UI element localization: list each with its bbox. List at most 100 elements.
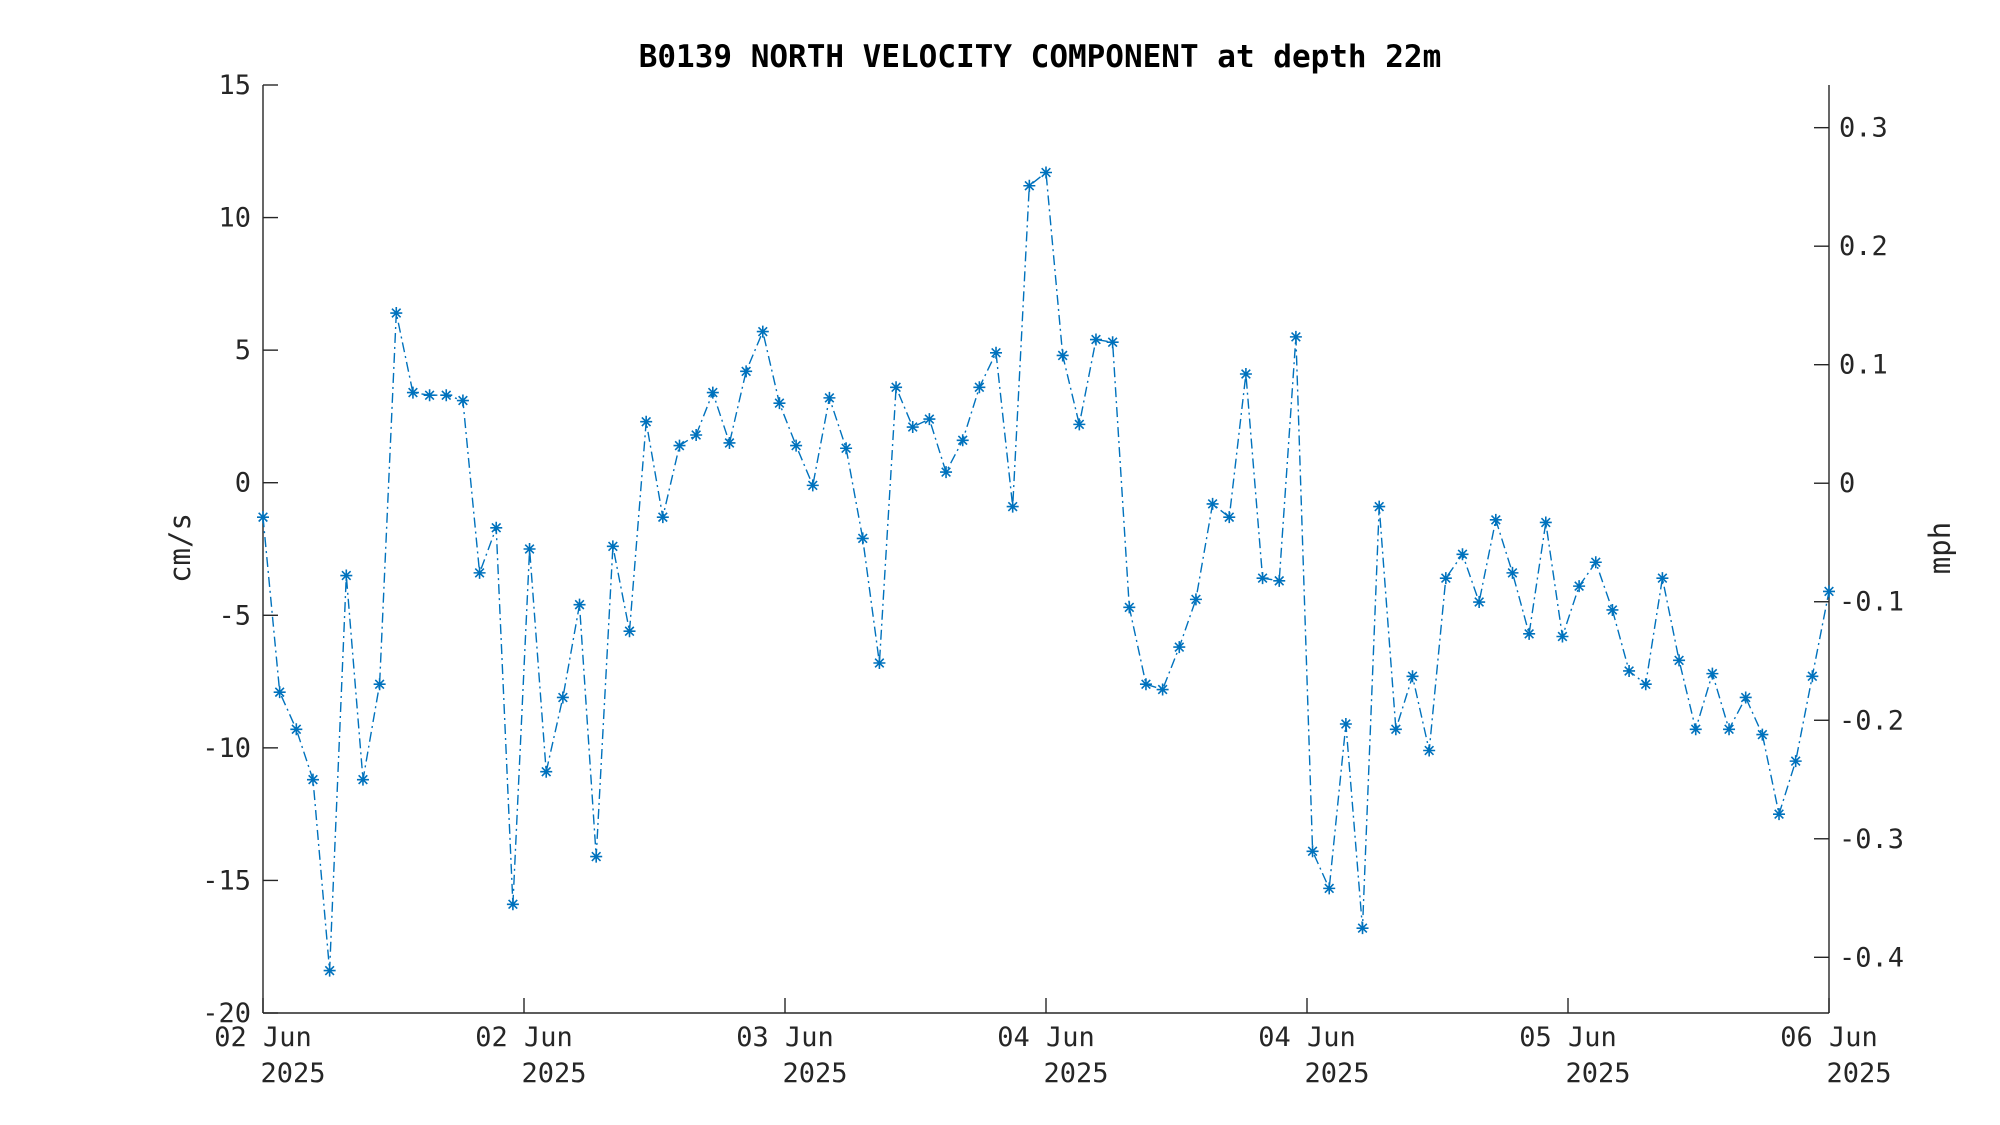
data-point [306, 773, 319, 786]
data-point [1623, 664, 1636, 677]
data-point [1506, 566, 1519, 579]
x-tick-label-year: 2025 [1565, 1058, 1630, 1089]
series-line [262, 171, 1830, 971]
data-point [1739, 691, 1752, 704]
data-point [1706, 667, 1719, 680]
x-tick-label-day: 06 Jun [1780, 1022, 1878, 1053]
data-point [1356, 922, 1369, 935]
data-point [1106, 336, 1119, 349]
data-point [523, 543, 536, 555]
data-point [640, 415, 653, 428]
x-tick-label-day: 04 Jun [997, 1022, 1095, 1053]
data-point [1206, 497, 1219, 510]
data-point [1806, 670, 1819, 683]
data-point [890, 381, 903, 394]
y-axis-label: cm/s [163, 513, 197, 583]
y2-tick-label: -0.3 [1839, 824, 1904, 855]
data-point [456, 394, 469, 407]
data-point [1339, 717, 1352, 730]
data-point [990, 346, 1003, 359]
data-point [1273, 574, 1286, 587]
x-tick-label-year: 2025 [521, 1058, 586, 1089]
data-point [1756, 728, 1769, 741]
data-point [473, 566, 486, 579]
data-point [1656, 572, 1669, 585]
data-point [723, 436, 736, 449]
data-point [1023, 179, 1036, 192]
data-point [373, 678, 386, 691]
data-point [257, 511, 269, 524]
data-point [823, 391, 836, 404]
data-point [1389, 723, 1402, 736]
y-tick-label: 0 [235, 468, 251, 499]
y2-tick-label: 0.2 [1839, 231, 1888, 262]
data-point [573, 598, 586, 611]
data-point [1673, 654, 1686, 667]
data-point [1040, 166, 1052, 179]
x-tick-label-year: 2025 [782, 1058, 847, 1089]
data-point [1189, 593, 1202, 606]
data-point [590, 850, 603, 863]
x-tick-label-year: 2025 [1043, 1058, 1108, 1089]
data-point [923, 413, 936, 426]
data-point [1139, 678, 1152, 691]
data-point [1639, 678, 1652, 691]
data-point [940, 466, 953, 479]
data-point [1056, 349, 1069, 362]
y2-tick-label: -0.1 [1839, 587, 1904, 618]
y-tick-label: 10 [218, 203, 251, 234]
y2-tick-label: -0.2 [1839, 705, 1904, 736]
data-point [1439, 572, 1452, 585]
data-point [1489, 513, 1502, 526]
data-point [1589, 556, 1602, 569]
x-tick-label-year: 2025 [1826, 1058, 1891, 1089]
data-point [1789, 755, 1802, 768]
y2-axis-ticks: 0.3 0.2 0.1 0 -0.1 -0.2 -0.3 -0.4 [1814, 113, 1904, 973]
data-point [1323, 882, 1336, 895]
data-point [840, 442, 853, 455]
data-point [1306, 845, 1319, 858]
data-point [1123, 601, 1136, 614]
y-tick-label: -5 [218, 600, 251, 631]
x-tick-label-year: 2025 [1304, 1058, 1369, 1089]
data-point [406, 386, 419, 399]
x-tick-label-year: 2025 [260, 1058, 325, 1089]
data-point [273, 686, 286, 699]
data-point [1823, 585, 1835, 598]
y2-tick-label: 0.3 [1839, 113, 1888, 144]
data-point [290, 723, 303, 736]
y2-axis-label: mph [1923, 522, 1957, 574]
y-tick-label: 5 [235, 335, 251, 366]
data-point [506, 898, 519, 911]
y-tick-label: -15 [202, 865, 251, 896]
data-point [1473, 596, 1486, 609]
data-point [790, 439, 803, 452]
data-point [1606, 603, 1619, 616]
data-point [1456, 548, 1469, 561]
data-point [706, 386, 719, 399]
x-tick-label-day: 02 Jun [214, 1022, 312, 1053]
data-point [1423, 744, 1436, 757]
data-point [623, 625, 636, 638]
data-point [1073, 418, 1086, 431]
data-point [1373, 500, 1386, 513]
data-point [740, 365, 753, 378]
data-point [540, 765, 553, 778]
x-axis-ticks: 02 Jun 2025 02 Jun 2025 03 Jun 2025 04 Jun 2025… [214, 998, 1892, 1089]
data-point [1556, 630, 1569, 643]
series-north-velocity [257, 166, 1835, 977]
y-axis-ticks: 15 10 5 0 -5 -10 -15 -20 [202, 70, 278, 1029]
data-point [656, 511, 669, 524]
data-point [956, 434, 969, 447]
x-tick-label-day: 05 Jun [1519, 1022, 1617, 1053]
data-point [1573, 580, 1586, 593]
y-tick-label: -10 [202, 733, 251, 764]
data-point [1539, 516, 1552, 529]
data-point [1239, 368, 1252, 381]
data-point [356, 773, 369, 786]
data-point [440, 389, 453, 402]
data-point [1223, 511, 1236, 524]
y-tick-label: 15 [218, 70, 251, 101]
y2-tick-label: -0.4 [1839, 942, 1904, 973]
